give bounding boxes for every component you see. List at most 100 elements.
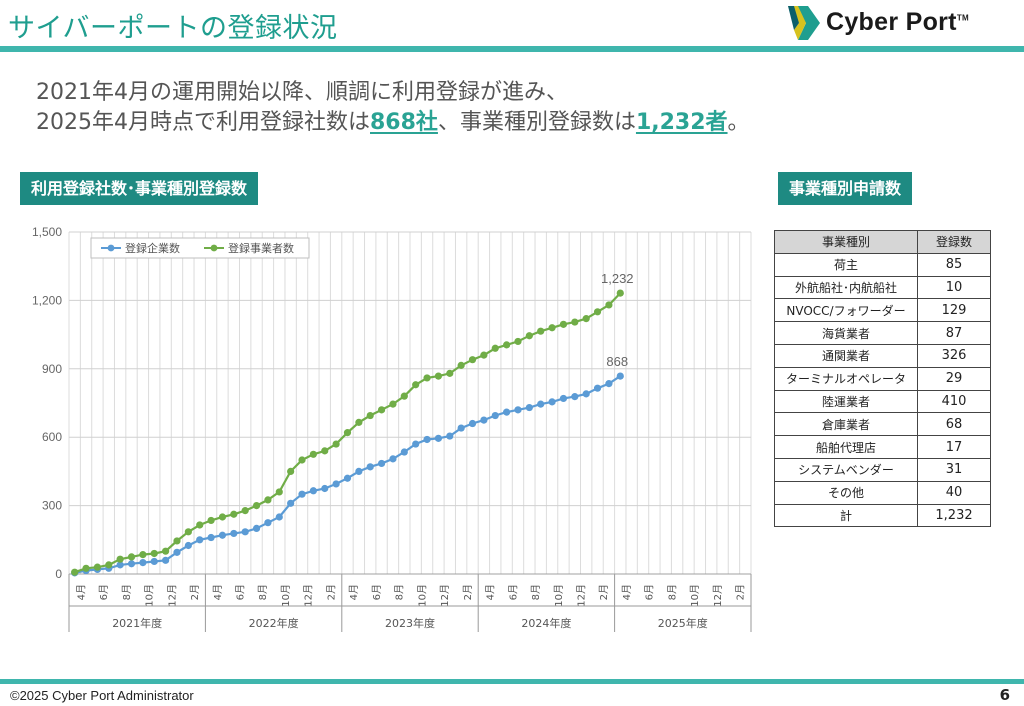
data-point xyxy=(446,432,454,440)
x-tick-label: 2月 xyxy=(598,584,610,600)
y-tick-label: 300 xyxy=(42,499,62,513)
category-cell: 外航船社･内航船社 xyxy=(774,275,918,300)
y-tick-label: 900 xyxy=(42,362,62,376)
x-tick-label: 2月 xyxy=(735,584,747,600)
x-tick-label: 4月 xyxy=(485,584,497,600)
x-tick-label: 10月 xyxy=(416,584,428,607)
year-group-label: 2021年度 xyxy=(112,616,162,630)
data-point xyxy=(71,568,79,576)
data-point xyxy=(173,537,181,545)
x-tick-label: 4月 xyxy=(621,584,633,600)
x-tick-label: 8月 xyxy=(394,584,406,600)
data-point xyxy=(139,559,147,567)
x-tick-label: 12月 xyxy=(166,584,178,607)
cyber-port-logo: Cyber PortTM xyxy=(786,4,1016,44)
y-tick-label: 0 xyxy=(55,567,62,581)
table-header-count: 登録数 xyxy=(917,230,991,254)
lead-text: 2021年4月の運用開始以降、順調に利用登録が進み、 2025年4月時点で利用登… xyxy=(36,78,750,138)
year-group-label: 2023年度 xyxy=(385,616,435,630)
count-cell: 85 xyxy=(917,252,991,277)
data-point xyxy=(377,459,386,468)
data-point xyxy=(480,416,488,424)
data-point xyxy=(150,549,158,558)
table-row: 倉庫業者 68 xyxy=(774,412,991,437)
data-point xyxy=(162,547,170,555)
data-point xyxy=(150,557,158,566)
data-point xyxy=(593,308,602,316)
category-cell: 荷主 xyxy=(774,252,918,277)
y-tick-label: 1,200 xyxy=(32,293,62,307)
count-cell: 10 xyxy=(917,275,991,300)
data-point xyxy=(605,301,613,309)
category-cell: 船舶代理店 xyxy=(774,435,918,459)
lead-line-1: 2021年4月の運用開始以降、順調に利用登録が進み、 xyxy=(36,80,568,105)
x-tick-label: 6月 xyxy=(235,584,247,600)
data-point xyxy=(412,440,420,448)
data-point xyxy=(571,393,579,401)
data-point xyxy=(230,510,238,518)
data-point xyxy=(537,400,545,408)
data-point xyxy=(616,372,624,380)
x-tick-label: 6月 xyxy=(98,584,110,600)
data-point xyxy=(582,315,590,323)
data-point xyxy=(230,529,238,538)
legend-label: 登録企業数 xyxy=(125,241,180,255)
x-tick-label: 12月 xyxy=(576,584,588,607)
data-point xyxy=(343,474,352,482)
copyright: ©2025 Cyber Port Administrator xyxy=(10,688,194,703)
x-tick-label: 8月 xyxy=(121,584,133,600)
count-cell: 31 xyxy=(917,457,991,482)
legend-label: 登録事業者数 xyxy=(228,241,294,255)
data-point xyxy=(184,541,192,550)
table-row: 通関業者 326 xyxy=(774,343,991,368)
count-cell: 1,232 xyxy=(917,503,991,528)
table-row: その他 40 xyxy=(774,480,991,505)
category-cell: NVOCC/フォワーダー xyxy=(774,298,918,323)
legend-box xyxy=(90,237,310,259)
count-cell: 87 xyxy=(917,321,991,345)
x-tick-label: 2月 xyxy=(462,584,474,600)
table-row: ターミナルオペレータ 29 xyxy=(774,366,991,391)
data-point xyxy=(207,516,215,525)
category-table: 事業種別 登録数 荷主 85 外航船社･内航船社 10 NVOCC/フォワーダー 129 海… xyxy=(774,230,991,528)
data-point xyxy=(525,332,533,340)
data-point xyxy=(468,419,477,428)
data-point xyxy=(389,400,397,408)
data-point xyxy=(241,528,249,536)
registration-line-chart: 0 300 600 900 1,200 1,500 4月 6月 8月 10月 12月 2月 4月 6月 8月… xyxy=(32,225,752,632)
x-tick-label: 2月 xyxy=(325,584,337,600)
page-number: 6 xyxy=(999,686,1010,704)
table-row: 海貨業者 87 xyxy=(774,321,991,345)
data-point xyxy=(400,392,408,400)
page-title: サイバーポートの登録状況 xyxy=(8,13,338,44)
category-cell: 通関業者 xyxy=(774,343,918,368)
x-tick-label: 10月 xyxy=(144,584,156,607)
x-tick-label: 12月 xyxy=(303,584,315,607)
y-tick-label: 600 xyxy=(42,430,62,444)
table-row: NVOCC/フォワーダー 129 xyxy=(774,298,991,323)
data-point xyxy=(400,448,408,456)
data-point xyxy=(537,327,545,335)
logo-mark-icon xyxy=(788,6,820,40)
category-cell: その他 xyxy=(774,480,918,505)
data-point xyxy=(332,440,340,448)
data-point xyxy=(241,507,249,515)
x-tick-label: 2月 xyxy=(189,584,201,600)
x-tick-label: 12月 xyxy=(439,584,451,607)
table-row: 船舶代理店 17 xyxy=(774,435,991,459)
data-point xyxy=(252,524,261,532)
data-point xyxy=(321,447,329,455)
data-point xyxy=(548,398,556,406)
x-tick-label: 6月 xyxy=(371,584,383,600)
data-point xyxy=(298,456,306,464)
data-point xyxy=(480,351,488,359)
year-group-label: 2025年度 xyxy=(658,616,708,630)
data-point xyxy=(196,536,204,544)
year-group-label: 2024年度 xyxy=(521,616,571,630)
category-cell: 海貨業者 xyxy=(774,321,918,345)
data-point xyxy=(389,455,397,463)
data-point xyxy=(514,406,522,414)
x-tick-label: 10月 xyxy=(280,584,292,607)
data-point xyxy=(366,411,374,420)
data-point xyxy=(162,556,170,564)
